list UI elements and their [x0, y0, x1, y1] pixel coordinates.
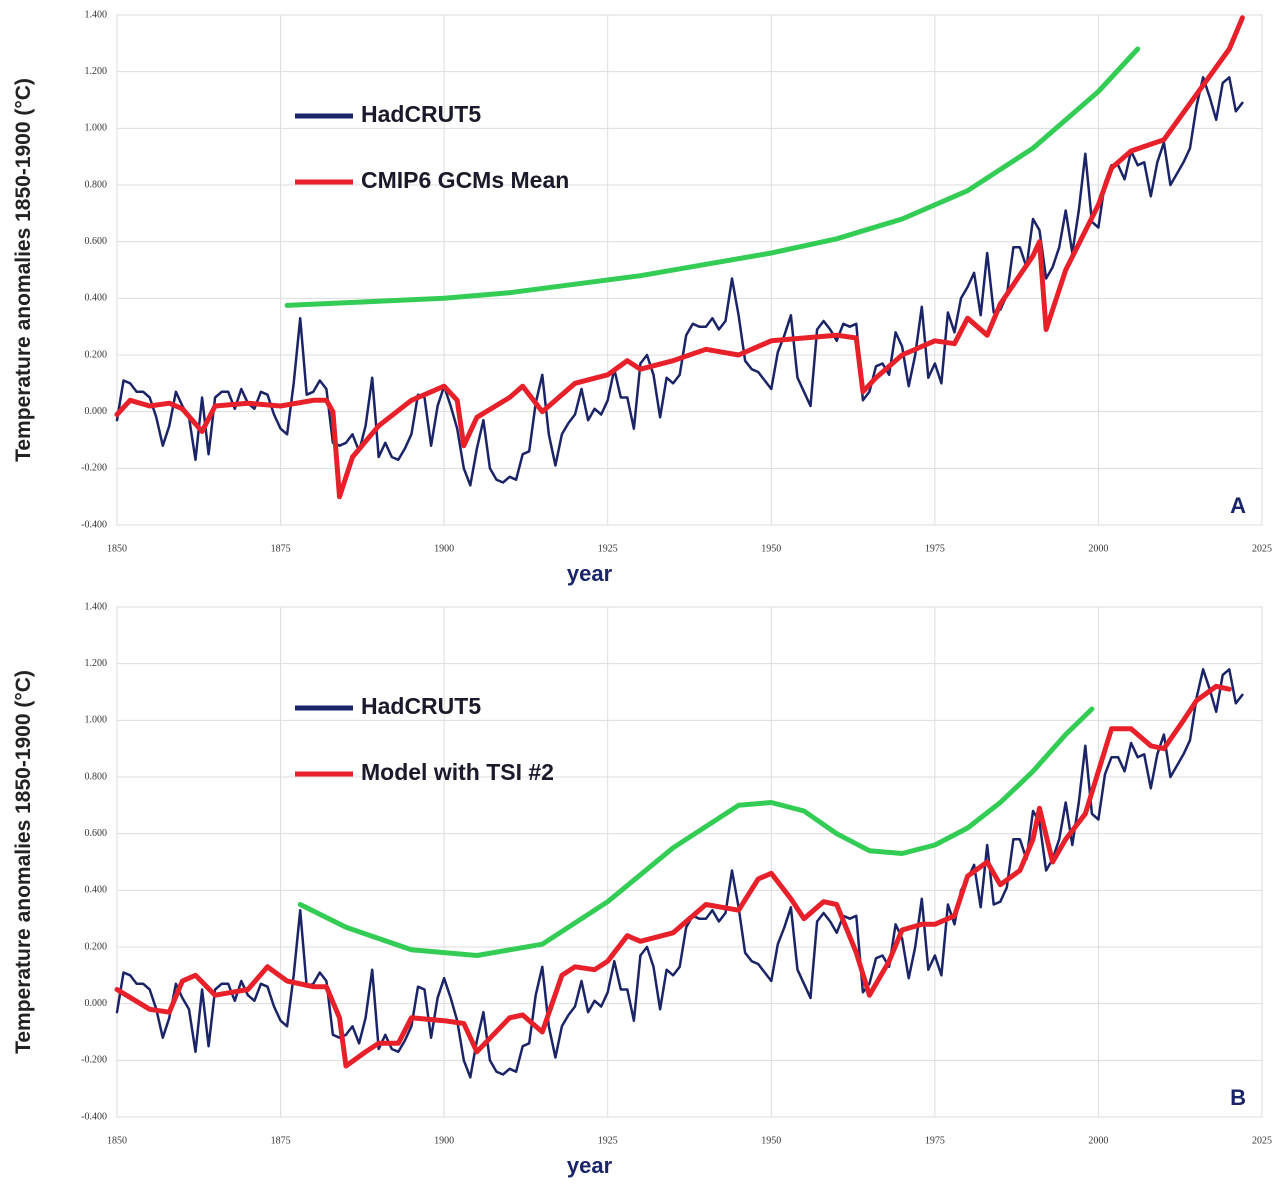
y-axis-label: Temperature anomalies 1850-1900 (°C) [12, 670, 35, 1054]
x-axis-label: year [567, 561, 613, 586]
legend-label: HadCRUT5 [361, 101, 481, 127]
x-tick-label: 1975 [925, 543, 945, 554]
x-tick-label: 1925 [598, 543, 618, 554]
y-tick-label: 0.200 [85, 349, 108, 360]
legend-label: Model with TSI #2 [361, 759, 554, 785]
x-tick-label: 1875 [271, 543, 291, 554]
panel-label: B [1230, 1085, 1246, 1110]
y-tick-label: 0.400 [85, 293, 108, 304]
plot-area [116, 14, 1263, 526]
y-tick-label: 0.000 [85, 998, 108, 1009]
y-tick-label: 0.400 [85, 885, 108, 896]
x-tick-label: 2025 [1252, 1135, 1272, 1146]
y-tick-label: -0.400 [81, 519, 107, 530]
data-line [114, 683, 1232, 1069]
x-tick-label: 1900 [434, 543, 454, 554]
data-line [284, 46, 1141, 308]
x-tick-label: 1975 [925, 1135, 945, 1146]
x-tick-label: 2000 [1088, 1135, 1108, 1146]
panel-label: A [1230, 493, 1246, 518]
x-tick-label: 1850 [107, 1135, 127, 1146]
y-tick-label: 1.000 [85, 123, 108, 134]
x-tick-label: 1925 [598, 1135, 618, 1146]
y-tick-label: 0.000 [85, 406, 108, 417]
y-tick-label: 1.200 [85, 658, 108, 669]
y-tick-label: 0.600 [85, 236, 108, 247]
x-tick-label: 1850 [107, 543, 127, 554]
data-line [114, 15, 1245, 500]
x-tick-label: 1950 [761, 543, 781, 554]
legend-label: HadCRUT5 [361, 693, 481, 719]
x-tick-label: 1875 [271, 1135, 291, 1146]
legend-label: CMIP6 GCMs Mean [361, 167, 569, 193]
y-tick-label: 0.200 [85, 941, 108, 952]
y-tick-label: -0.200 [81, 463, 107, 474]
data-line [115, 668, 1244, 1079]
y-tick-label: 1.400 [85, 601, 108, 612]
y-tick-label: 1.200 [85, 66, 108, 77]
x-tick-label: 2025 [1252, 543, 1272, 554]
y-tick-label: 1.000 [85, 715, 108, 726]
x-axis-label: year [567, 1153, 613, 1178]
y-axis-label: Temperature anomalies 1850-1900 (°C) [12, 78, 35, 462]
y-tick-label: -0.200 [81, 1055, 107, 1066]
y-tick-label: -0.400 [81, 1111, 107, 1122]
y-tick-label: 0.800 [85, 771, 108, 782]
x-tick-label: 1900 [434, 1135, 454, 1146]
y-tick-label: 1.400 [85, 9, 108, 20]
x-tick-label: 2000 [1088, 543, 1108, 554]
data-line [115, 76, 1244, 487]
y-tick-label: 0.600 [85, 828, 108, 839]
plot-area [116, 606, 1263, 1118]
x-tick-label: 1950 [761, 1135, 781, 1146]
y-tick-label: 0.800 [85, 179, 108, 190]
data-line [297, 706, 1095, 958]
